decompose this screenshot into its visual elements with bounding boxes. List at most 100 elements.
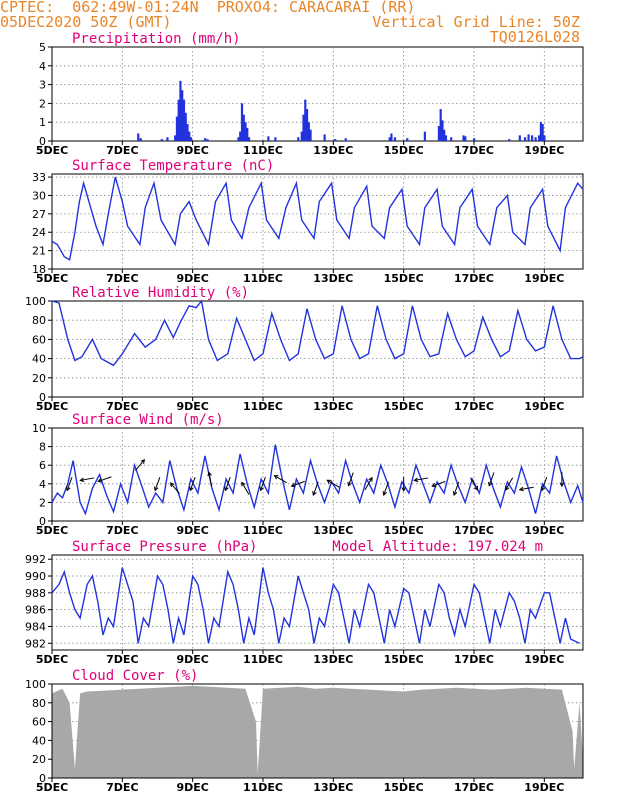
- wind-arrow-head: [505, 485, 510, 491]
- x-tick-label: 9DEC: [176, 524, 208, 537]
- x-tick-label: 11DEC: [243, 653, 283, 666]
- panel-title: Surface Wind (m/s): [72, 412, 224, 428]
- wind-arrow-head: [273, 475, 279, 480]
- y-tick-label: 988: [25, 587, 46, 600]
- precip-bar: [179, 80, 182, 141]
- wind-arrow-head: [382, 491, 388, 496]
- wind-arrow-head: [154, 486, 159, 492]
- y-tick-label: 990: [25, 570, 46, 583]
- x-tick-label: 7DEC: [106, 272, 138, 285]
- wind-arrow-head: [169, 482, 175, 488]
- wind-arrow-head: [368, 476, 373, 482]
- header-grid-note: Vertical Grid Line: 50Z: [372, 13, 580, 31]
- wind-arrow-head: [431, 482, 437, 488]
- x-tick-label: 7DEC: [106, 400, 138, 413]
- y-tick-label: 80: [32, 697, 46, 710]
- precip-bar: [240, 103, 244, 141]
- y-tick-label: 30: [32, 189, 46, 202]
- precip-bar: [527, 134, 530, 141]
- y-tick-label: 0: [39, 391, 46, 404]
- precip-bar: [390, 133, 393, 141]
- y-tick-label: 27: [32, 208, 46, 221]
- wind-arrow-head: [413, 477, 419, 483]
- precip-bar: [441, 120, 444, 141]
- wind-arrow-head: [207, 471, 212, 477]
- wind-arrow: [327, 479, 340, 488]
- wind-arrow: [189, 477, 196, 491]
- precip-bar: [274, 137, 277, 141]
- wind-arrow-head: [473, 485, 479, 491]
- x-tick-label: 15DEC: [384, 400, 424, 413]
- wind-arrow-head: [140, 458, 146, 464]
- x-tick-label: 17DEC: [454, 144, 494, 157]
- panel-2: 5DEC 7DEC 9DEC 11DEC 13DEC 15DEC 17DEC 19DEC 0 20…: [25, 285, 584, 413]
- x-tick-label: 19DEC: [524, 653, 564, 666]
- x-tick-label: 17DEC: [454, 272, 494, 285]
- precip-bar: [464, 136, 467, 141]
- panel-4: 5DEC 7DEC 9DEC 11DEC 13DEC 15DEC 17DEC 19DEC 982…: [25, 539, 584, 666]
- precip-bar: [450, 137, 453, 141]
- x-tick-label: 11DEC: [243, 400, 283, 413]
- x-tick-label: 13DEC: [313, 272, 353, 285]
- wind-arrow: [154, 477, 161, 491]
- x-tick-label: 19DEC: [524, 524, 564, 537]
- header-station-line: CPTEC: 062:49W-01:24N PROXO4: CARACARAI …: [0, 0, 416, 16]
- precip-bar: [139, 138, 142, 141]
- x-tick-label: 13DEC: [313, 781, 353, 794]
- precip-bar: [437, 125, 441, 141]
- y-tick-label: 986: [25, 604, 46, 617]
- precip-bar: [538, 135, 541, 141]
- wind-arrow: [170, 482, 180, 495]
- precip-bar: [160, 139, 163, 141]
- header-model-code: TQ0126L028: [489, 28, 580, 46]
- y-tick-label: 2: [39, 496, 46, 509]
- panel-title: Surface Pressure (hPa): [72, 539, 257, 555]
- precip-bar: [539, 122, 543, 141]
- y-tick-label: 0: [39, 772, 46, 785]
- precip-bar: [239, 131, 242, 141]
- precip-bar: [300, 131, 303, 141]
- x-tick-label: 19DEC: [524, 272, 564, 285]
- wind-arrow-head: [401, 487, 407, 492]
- precip-bar: [297, 137, 300, 141]
- precip-bar: [439, 109, 442, 141]
- panel-title: Precipitation (mm/h): [72, 31, 241, 47]
- panel-3: 5DEC 7DEC 9DEC 11DEC 13DEC 15DEC 17DEC 19DEC 0 2 4…: [32, 412, 584, 537]
- wind-arrow-head: [241, 481, 246, 487]
- precip-bar: [334, 139, 337, 141]
- y-tick-label: 1: [39, 116, 46, 129]
- panel-title: Relative Humidity (%): [72, 285, 249, 301]
- x-tick-label: 7DEC: [106, 781, 138, 794]
- y-tick-label: 80: [32, 314, 46, 327]
- precip-bar: [188, 131, 191, 141]
- wind-arrow-head: [79, 477, 85, 483]
- series-line: [51, 444, 584, 516]
- wind-arrow-head: [452, 491, 458, 496]
- y-tick-label: 3: [39, 79, 46, 92]
- y-tick-label: 24: [32, 226, 46, 239]
- wind-arrow-head: [518, 486, 524, 492]
- wind-arrow-head: [290, 482, 296, 488]
- x-tick-label: 15DEC: [384, 653, 424, 666]
- x-tick-label: 9DEC: [176, 400, 208, 413]
- y-tick-label: 6: [39, 459, 46, 472]
- precip-bar: [531, 135, 534, 141]
- y-tick-label: 8: [39, 441, 46, 454]
- x-tick-label: 13DEC: [313, 524, 353, 537]
- precip-bar: [189, 137, 193, 141]
- y-tick-label: 0: [39, 135, 46, 148]
- y-tick-label: 992: [25, 553, 46, 566]
- y-tick-label: 20: [32, 372, 46, 385]
- precip-bar: [246, 127, 249, 141]
- precip-bar: [137, 133, 140, 141]
- wind-arrow: [97, 476, 112, 483]
- precip-bar: [443, 129, 446, 141]
- precip-bar: [323, 134, 326, 141]
- x-tick-label: 11DEC: [243, 524, 283, 537]
- x-tick-label: 7DEC: [106, 653, 138, 666]
- panel-title: Surface Temperature (nC): [72, 158, 274, 174]
- wind-arrow-head: [326, 479, 332, 484]
- precip-bar: [307, 122, 310, 141]
- panel-frame-top: [51, 683, 584, 779]
- wind-arrow: [488, 472, 495, 486]
